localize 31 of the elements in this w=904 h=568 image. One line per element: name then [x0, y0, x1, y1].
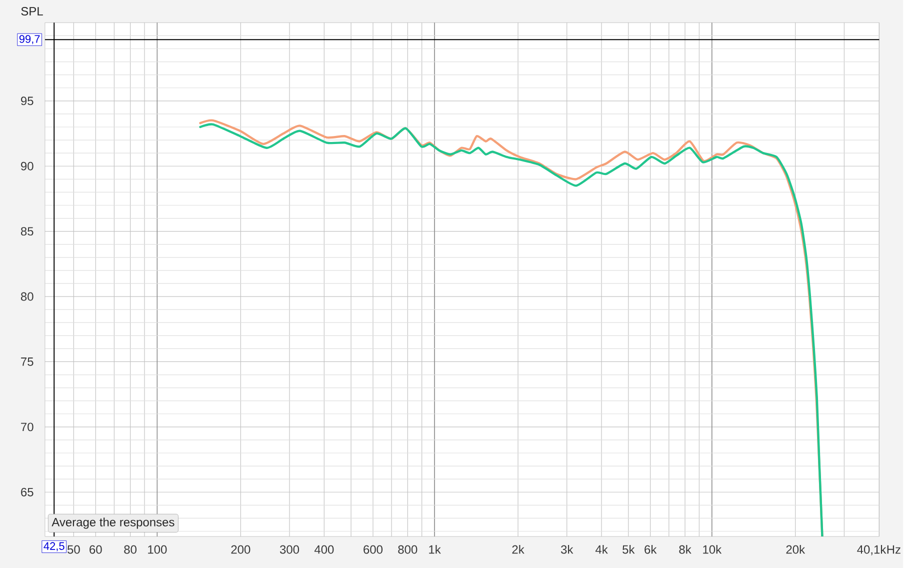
x-tick-label: 80 [124, 545, 137, 554]
x-tick-label: 40,1k [857, 544, 886, 555]
x-tick-label: 1k [429, 544, 441, 554]
y-tick-label: 95 [21, 96, 34, 105]
y-tick-label: 75 [21, 357, 34, 366]
x-axis-title: Hz [887, 545, 900, 554]
x-tick-label: 400 [314, 545, 334, 554]
x-tick-label: 100 [148, 545, 167, 554]
x-tick-label: 2k [512, 544, 524, 554]
x-tick-label: 200 [231, 545, 250, 554]
x-tick-label: 6k [644, 544, 657, 554]
x-tick-label: 8k [679, 544, 692, 554]
x-tick-label: 50 [68, 545, 80, 554]
x-tick-label: 3k [560, 544, 574, 554]
y-tick-label: 70 [21, 422, 34, 431]
ref-line-label: 42,5 [44, 542, 64, 552]
x-tick-label: 600 [364, 545, 383, 554]
x-tick-label: 5k [622, 544, 635, 554]
y-tick-label: 80 [20, 292, 34, 301]
x-tick-label: 300 [280, 545, 300, 554]
x-tick-label: 60 [90, 545, 102, 554]
x-tick-label: 10k [703, 544, 722, 554]
x-tick-label: 20k [786, 544, 806, 554]
ref-line-label: 99,7 [19, 34, 40, 44]
y-axis-title: SPL [21, 6, 43, 16]
x-tick-label: 800 [398, 545, 418, 554]
y-tick-label: 85 [20, 226, 34, 236]
y-tick-label: 90 [21, 162, 34, 170]
annotation: Average the responses [52, 517, 174, 529]
x-tick-label: 4k [595, 544, 608, 554]
y-tick-label: 65 [21, 488, 34, 496]
